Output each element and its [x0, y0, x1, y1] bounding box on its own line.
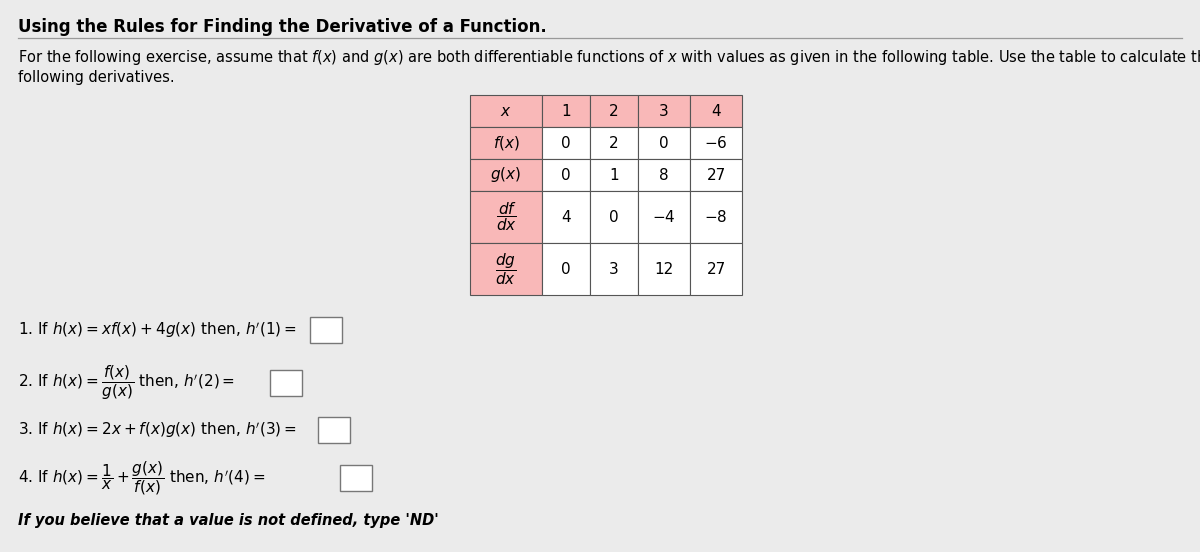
Text: $-4$: $-4$ [653, 209, 676, 225]
Bar [638, 191, 690, 243]
Bar [690, 191, 742, 243]
Bar [542, 127, 590, 159]
Text: 4: 4 [562, 210, 571, 225]
Text: 1: 1 [562, 104, 571, 119]
Bar [690, 95, 742, 127]
Bar [470, 159, 542, 191]
Text: $-6$: $-6$ [704, 135, 727, 151]
Text: 2: 2 [610, 104, 619, 119]
Text: 2: 2 [610, 135, 619, 151]
Text: If you believe that a value is not defined, type 'ND': If you believe that a value is not defin… [18, 512, 439, 528]
Bar [470, 95, 542, 127]
Text: 0: 0 [659, 135, 668, 151]
Text: following derivatives.: following derivatives. [18, 70, 175, 85]
Bar [542, 159, 590, 191]
Text: 3. If $h(x) = 2x + f(x)g(x)$ then, $h'(3) =$: 3. If $h(x) = 2x + f(x)g(x)$ then, $h'(3… [18, 420, 296, 440]
Bar [340, 465, 372, 491]
Text: 2. If $h(x) = \dfrac{f(x)}{g(x)}$ then, $h'(2) =$: 2. If $h(x) = \dfrac{f(x)}{g(x)}$ then, … [18, 364, 235, 402]
Text: 1. If $h(x) = xf(x) + 4g(x)$ then, $h'(1) =$: 1. If $h(x) = xf(x) + 4g(x)$ then, $h'(1… [18, 320, 296, 340]
Bar [590, 191, 638, 243]
Text: 3: 3 [610, 262, 619, 277]
Text: 8: 8 [659, 167, 668, 183]
Bar [638, 159, 690, 191]
Text: For the following exercise, assume that $f(x)$ and $g(x)$ are both differentiabl: For the following exercise, assume that … [18, 48, 1200, 67]
Text: 0: 0 [562, 167, 571, 183]
Bar [310, 317, 342, 343]
Text: 3: 3 [659, 104, 668, 119]
Text: 12: 12 [654, 262, 673, 277]
Bar [470, 127, 542, 159]
Text: 27: 27 [707, 262, 726, 277]
Text: $\dfrac{dg}{dx}$: $\dfrac{dg}{dx}$ [496, 251, 517, 287]
Text: $g(x)$: $g(x)$ [491, 166, 522, 184]
Text: 0: 0 [562, 135, 571, 151]
Bar [638, 95, 690, 127]
Bar [542, 243, 590, 295]
Text: 4: 4 [712, 104, 721, 119]
Bar [590, 127, 638, 159]
Bar [690, 159, 742, 191]
Bar [638, 243, 690, 295]
Bar [542, 191, 590, 243]
Bar [542, 95, 590, 127]
Text: 1: 1 [610, 167, 619, 183]
Text: 4. If $h(x) = \dfrac{1}{x} + \dfrac{g(x)}{f(x)}$ then, $h'(4) =$: 4. If $h(x) = \dfrac{1}{x} + \dfrac{g(x)… [18, 459, 265, 497]
Text: $\dfrac{df}{dx}$: $\dfrac{df}{dx}$ [496, 200, 516, 233]
Text: $f(x)$: $f(x)$ [492, 134, 520, 152]
Bar [270, 370, 302, 396]
Text: $-8$: $-8$ [704, 209, 727, 225]
Bar [590, 95, 638, 127]
Bar [638, 127, 690, 159]
Bar [590, 159, 638, 191]
Bar [318, 417, 350, 443]
Bar [690, 243, 742, 295]
Bar [690, 127, 742, 159]
Text: 0: 0 [562, 262, 571, 277]
Bar [470, 191, 542, 243]
Bar [470, 243, 542, 295]
Text: Using the Rules for Finding the Derivative of a Function.: Using the Rules for Finding the Derivati… [18, 18, 547, 36]
Text: 0: 0 [610, 210, 619, 225]
Bar [590, 243, 638, 295]
Text: $x$: $x$ [500, 104, 511, 119]
Text: 27: 27 [707, 167, 726, 183]
